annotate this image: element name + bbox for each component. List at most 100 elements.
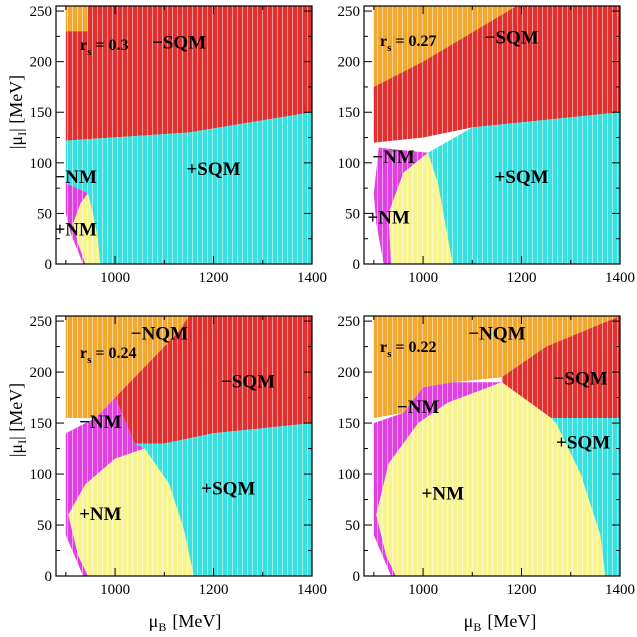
region-hatch	[65, 6, 88, 32]
x-tick-label: 1000	[408, 582, 438, 598]
y-tick-label: 100	[30, 156, 53, 172]
region-label--nm: −NM	[397, 397, 440, 418]
region-hatch	[373, 6, 620, 143]
x-tick-label: 1200	[507, 582, 537, 598]
region-label--nm: −NM	[79, 412, 122, 433]
x-axis-label-sub: B	[158, 620, 166, 634]
region-hatch	[551, 418, 620, 576]
x-tick-label: 1400	[605, 582, 635, 598]
region-hatch	[65, 397, 145, 576]
y-tick-label: 50	[345, 206, 360, 222]
x-axis-label-text: μ	[464, 611, 474, 631]
y-tick-label: 0	[45, 569, 53, 585]
y-tick-label: 0	[353, 569, 361, 585]
region-hatch	[373, 316, 620, 418]
x-axis-label-left: μB [MeV]	[149, 611, 222, 634]
y-tick-label: 200	[338, 55, 361, 71]
region-hatch	[376, 382, 606, 576]
y-tick-label: 0	[45, 257, 53, 273]
regions	[65, 316, 312, 576]
region-hatch	[115, 316, 312, 444]
svg-text:μB[MeV]: μB [MeV]	[149, 611, 222, 634]
x-tick-label: 1200	[507, 270, 537, 286]
y-tick-label: 250	[30, 4, 53, 20]
region-label--sqm: −SQM	[152, 32, 206, 53]
region-label-+sqm: +SQM	[201, 478, 255, 499]
region-label--sqm: −SQM	[554, 368, 608, 389]
y-tick-label: 100	[338, 156, 361, 172]
plot-frame	[363, 5, 621, 265]
y-axis-label-unit: | [MeV]	[6, 383, 26, 440]
regions	[373, 316, 620, 576]
y-axis-label-sub: I	[15, 132, 29, 136]
region-label--sqm: −SQM	[221, 371, 275, 392]
region-hatch	[388, 152, 453, 264]
y-tick-label: 50	[37, 206, 52, 222]
region-label--nm: −NM	[54, 167, 97, 188]
y-axis-label-sub: I	[15, 440, 29, 444]
x-tick-label: 1400	[297, 270, 327, 286]
x-axis-label-unit: [MeV]	[487, 611, 536, 631]
panel-bottom-left: 0 50 100 150 200 250 1000 1200 1400 −NQM −SQM +SQM −…	[30, 314, 328, 598]
region-hatch	[501, 316, 620, 418]
region-label-+sqm: +SQM	[186, 159, 240, 180]
panel-top-left: 0 50 100 150 200 250 1000 1200 1400 −SQM +SQM −NM +N…	[30, 4, 328, 286]
region-label-+nm: +NM	[54, 220, 97, 241]
y-axis-label-unit: | [MeV]	[6, 75, 26, 132]
x-axis-label-text: μ	[149, 611, 159, 631]
rs-value-label: rs = 0.24	[80, 345, 137, 366]
region-label-+nm: +NM	[367, 208, 410, 229]
x-tick-label: 1400	[297, 582, 327, 598]
x-tick-label: 1400	[605, 270, 635, 286]
y-tick-label: 200	[338, 365, 361, 381]
rs-value-label: rs = 0.22	[380, 339, 437, 360]
plot-frame	[55, 315, 313, 577]
y-tick-label: 200	[30, 55, 53, 71]
x-tick-label: 1200	[199, 582, 229, 598]
panel-bottom-right: 0 50 100 150 200 250 1000 1200 1400 −NQM −SQM +SQM −…	[338, 314, 636, 598]
region-hatch	[65, 112, 312, 264]
region-hatch	[68, 448, 194, 576]
y-tick-label: 200	[30, 365, 53, 381]
svg-text:μB[MeV]: μB [MeV]	[464, 611, 537, 634]
rs-value-label: rs = 0.27	[380, 33, 437, 54]
x-tick-label: 1000	[408, 270, 438, 286]
region-hatch	[65, 6, 312, 141]
x-axis-label-unit: [MeV]	[172, 611, 221, 631]
region-hatch	[73, 193, 101, 264]
rs-value-label: rs = 0.3	[80, 37, 129, 58]
regions	[65, 6, 312, 264]
y-tick-label: 50	[37, 518, 52, 534]
region-label-+nm: +NM	[79, 504, 122, 525]
y-tick-label: 0	[353, 257, 361, 273]
y-tick-label: 250	[338, 314, 361, 330]
y-axis-label-text: |μ	[6, 444, 26, 457]
x-tick-label: 1000	[100, 270, 130, 286]
y-tick-label: 150	[338, 105, 361, 121]
panel-top-right: 0 50 100 150 200 250 1000 1200 1400 −SQM +SQM −NM +N…	[338, 4, 636, 286]
x-axis-label-right: μB [MeV]	[464, 611, 537, 634]
region-label-+sqm: +SQM	[494, 167, 548, 188]
region-hatch	[428, 112, 620, 264]
region-hatch	[134, 423, 312, 576]
plot-frame	[363, 315, 621, 577]
y-axis-label-bottom: |μI| [MeV]	[6, 383, 29, 457]
y-tick-label: 100	[338, 467, 361, 483]
y-axis-label-top: |μI| [MeV]	[6, 75, 29, 149]
x-tick-label: 1000	[100, 582, 130, 598]
plot-frame	[55, 5, 313, 265]
y-tick-label: 150	[338, 416, 361, 432]
region-hatch	[65, 183, 88, 264]
region-label-+sqm: +SQM	[556, 433, 610, 454]
y-tick-label: 250	[30, 314, 53, 330]
x-tick-label: 1200	[199, 270, 229, 286]
region-hatch	[373, 147, 428, 264]
y-tick-label: 150	[30, 416, 53, 432]
y-tick-label: 50	[345, 518, 360, 534]
region-label--nqm: −NQM	[468, 323, 525, 344]
region-label--nqm: −NQM	[131, 323, 188, 344]
region-hatch	[65, 316, 189, 418]
y-tick-label: 150	[30, 105, 53, 121]
region-hatch	[373, 382, 502, 576]
